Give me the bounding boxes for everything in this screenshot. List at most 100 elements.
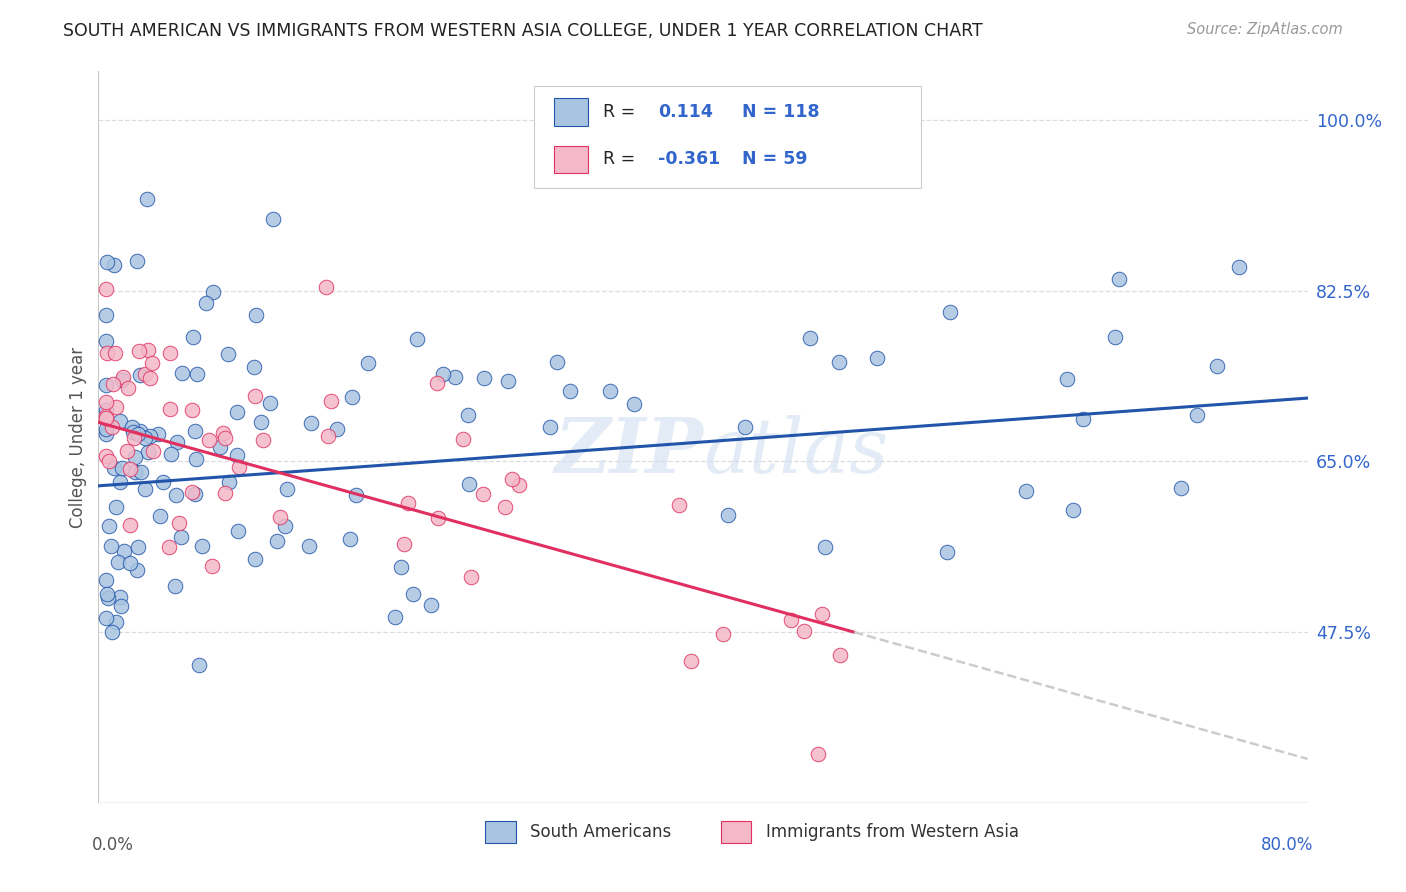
Point	[243, 552, 266, 566]
FancyBboxPatch shape	[485, 821, 516, 843]
Point	[420, 598, 443, 612]
Point	[187, 657, 209, 672]
Point	[103, 461, 125, 475]
Point	[1056, 372, 1078, 386]
Point	[138, 370, 160, 384]
Point	[779, 613, 801, 627]
Point	[94, 449, 117, 463]
Point	[120, 517, 142, 532]
Point	[245, 389, 267, 403]
Point	[190, 539, 212, 553]
Point	[494, 500, 516, 515]
Point	[274, 518, 297, 533]
Text: South Americans: South Americans	[530, 823, 671, 841]
Point	[830, 648, 852, 662]
Point	[811, 607, 834, 621]
Point	[259, 396, 281, 410]
Point	[97, 591, 120, 606]
Point	[226, 524, 249, 539]
Point	[793, 624, 815, 639]
Point	[108, 414, 131, 428]
Point	[357, 356, 380, 370]
Text: N = 59: N = 59	[742, 151, 807, 169]
Point	[122, 431, 145, 445]
Point	[98, 519, 121, 533]
Point	[498, 374, 520, 388]
Point	[134, 367, 156, 381]
Point	[225, 405, 247, 419]
Point	[94, 334, 117, 349]
Point	[209, 440, 232, 454]
Y-axis label: College, Under 1 year: College, Under 1 year	[69, 346, 87, 528]
Point	[129, 425, 152, 439]
Point	[141, 356, 163, 370]
Point	[471, 487, 494, 501]
Point	[159, 402, 181, 417]
Point	[167, 516, 190, 530]
Point	[184, 425, 207, 439]
Point	[546, 355, 568, 369]
Point	[384, 610, 406, 624]
Point	[96, 255, 118, 269]
Point	[243, 359, 266, 374]
Point	[112, 370, 135, 384]
FancyBboxPatch shape	[554, 98, 588, 126]
Point	[339, 532, 361, 546]
Point	[166, 434, 188, 449]
Point	[125, 254, 148, 268]
Point	[129, 465, 152, 479]
Text: N = 118: N = 118	[742, 103, 820, 121]
Point	[94, 410, 117, 425]
Point	[402, 587, 425, 601]
Point	[134, 482, 156, 496]
Point	[778, 117, 800, 131]
Point	[157, 540, 180, 554]
Point	[262, 211, 284, 226]
Text: -0.361: -0.361	[658, 151, 720, 169]
Point	[1104, 330, 1126, 344]
Point	[315, 279, 337, 293]
Point	[118, 462, 141, 476]
Point	[1108, 272, 1130, 286]
Point	[342, 390, 364, 404]
Point	[127, 426, 149, 441]
Point	[142, 443, 165, 458]
Point	[129, 368, 152, 382]
Point	[799, 331, 821, 345]
Text: atlas: atlas	[703, 415, 889, 489]
Point	[717, 508, 740, 523]
Point	[1071, 411, 1094, 425]
Point	[426, 376, 449, 390]
Point	[939, 305, 962, 319]
Point	[128, 344, 150, 359]
Point	[316, 428, 339, 442]
Point	[472, 371, 495, 385]
Text: R =: R =	[603, 151, 636, 169]
Point	[457, 408, 479, 422]
Point	[298, 540, 321, 554]
Point	[458, 477, 481, 491]
Point	[94, 409, 117, 424]
Point	[432, 367, 454, 381]
Point	[679, 654, 702, 668]
FancyBboxPatch shape	[721, 821, 751, 843]
Point	[508, 478, 530, 492]
Point	[120, 556, 142, 570]
Point	[101, 624, 124, 639]
Point	[266, 534, 288, 549]
Point	[103, 258, 125, 272]
Point	[103, 377, 125, 392]
Point	[134, 431, 156, 445]
Point	[104, 345, 127, 359]
Text: 0.0%: 0.0%	[93, 836, 134, 854]
Point	[172, 366, 194, 380]
Point	[319, 393, 342, 408]
Point	[96, 586, 118, 600]
Point	[184, 451, 207, 466]
Point	[104, 401, 127, 415]
Point	[1062, 503, 1084, 517]
Point	[396, 495, 419, 509]
Point	[117, 381, 139, 395]
Point	[217, 346, 239, 360]
Point	[299, 416, 322, 430]
